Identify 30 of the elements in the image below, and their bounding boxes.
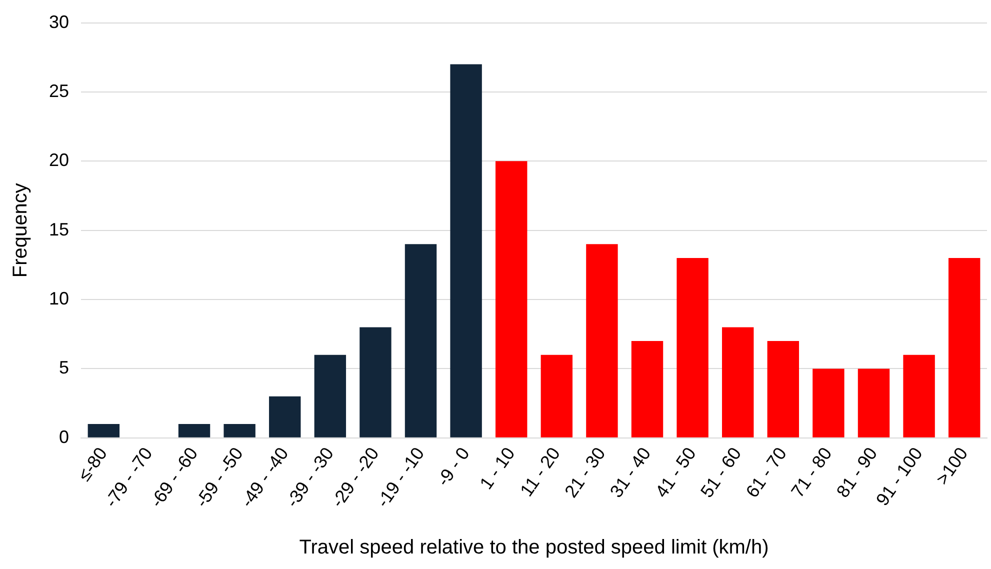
bar: [178, 424, 210, 438]
bar: [812, 368, 844, 438]
bar: [88, 424, 120, 438]
bar: [404, 244, 437, 438]
x-axis-title: Travel speed relative to the posted speed limit (km/h): [299, 536, 769, 559]
bar: [586, 244, 618, 438]
y-tick-label: 0: [59, 426, 70, 447]
bar: [314, 354, 346, 438]
y-tick-label: 15: [48, 219, 70, 240]
y-axis-title: Frequency: [10, 183, 32, 278]
bar: [269, 396, 301, 438]
bar: [360, 327, 392, 438]
bar: [496, 161, 528, 438]
y-tick-label: 20: [48, 150, 70, 170]
bar: [631, 341, 664, 438]
bar: [224, 424, 256, 438]
bar: [948, 258, 980, 438]
y-tick-label: 10: [48, 288, 70, 308]
bar: [450, 64, 482, 438]
x-tick-label: -9 - 0: [432, 444, 474, 490]
bar: [767, 341, 800, 438]
y-tick-label: 25: [48, 80, 70, 101]
bar: [903, 354, 935, 438]
bar: [676, 258, 708, 438]
bar: [858, 368, 890, 438]
bar: [540, 354, 573, 438]
y-tick-label: 5: [59, 358, 70, 378]
x-tick-label: 1 - 10: [476, 444, 519, 493]
y-tick-label: 30: [48, 12, 70, 32]
bar: [722, 327, 754, 438]
